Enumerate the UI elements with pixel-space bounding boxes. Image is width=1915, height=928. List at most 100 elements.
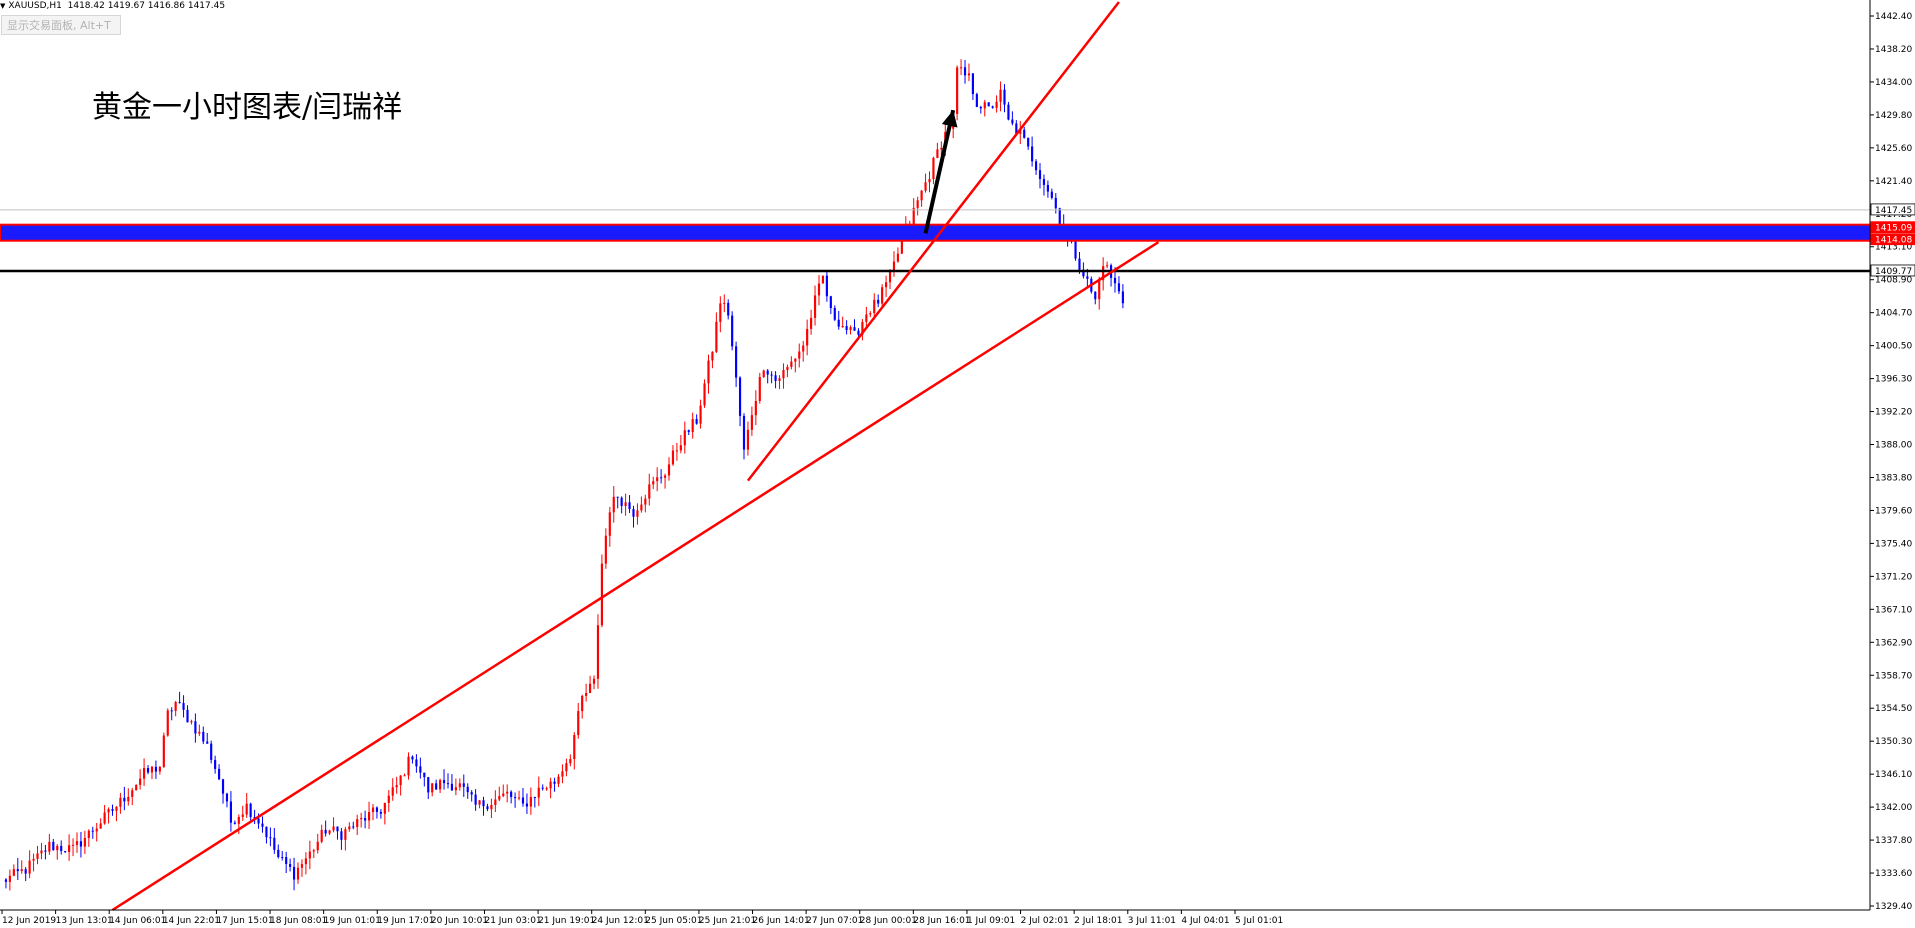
candle-body xyxy=(881,287,884,304)
candle-body xyxy=(249,803,252,818)
candle-body xyxy=(502,793,505,797)
time-tick-label: 24 Jun 12:01 xyxy=(592,916,649,926)
candle-body xyxy=(640,504,643,511)
candle-body xyxy=(75,841,79,845)
candle-body xyxy=(936,149,939,158)
candle-body xyxy=(83,838,86,847)
price-tick-label: 1367.10 xyxy=(1875,605,1912,615)
candle-body xyxy=(798,351,801,359)
candle-body xyxy=(719,303,722,322)
candle-body xyxy=(987,102,990,107)
candle-body xyxy=(632,509,635,517)
candle-body xyxy=(454,787,457,791)
candle-body xyxy=(802,345,805,352)
candle-body xyxy=(758,377,761,401)
price-tick-label: 1333.60 xyxy=(1875,869,1912,879)
candle-body xyxy=(529,797,532,807)
candle-body xyxy=(170,710,173,712)
candle-body xyxy=(1121,291,1124,304)
candle-body xyxy=(107,809,110,813)
candle-body xyxy=(924,182,927,191)
candle-body xyxy=(533,797,536,799)
candle-body xyxy=(71,844,75,846)
dropdown-triangle-icon[interactable]: ▼ xyxy=(0,2,6,10)
candle-body xyxy=(857,330,860,335)
candle-body xyxy=(636,510,639,517)
trade-panel-hint[interactable]: 显示交易面板, Alt+T xyxy=(1,15,121,35)
trendlines-layer xyxy=(111,1,1160,912)
candle-body xyxy=(849,327,852,331)
price-tick-label: 1379.60 xyxy=(1875,506,1912,516)
candle-body xyxy=(198,731,201,734)
candle-body xyxy=(877,299,880,304)
candle-body xyxy=(762,370,765,378)
candle-body xyxy=(1106,265,1109,267)
candle-body xyxy=(470,792,473,795)
candle-body xyxy=(845,326,848,331)
candle-body xyxy=(16,869,19,872)
candle-body xyxy=(975,94,978,107)
candle-body xyxy=(585,692,588,696)
candle-body xyxy=(1082,269,1085,277)
candle-body xyxy=(383,802,386,814)
candle-body xyxy=(146,768,150,773)
candle-body xyxy=(245,803,248,815)
candle-body xyxy=(166,710,169,736)
candle-body xyxy=(99,823,102,829)
candle-body xyxy=(1034,161,1038,171)
candle-body xyxy=(431,783,434,793)
candle-body xyxy=(786,366,789,370)
candle-body xyxy=(32,858,35,861)
candle-body xyxy=(983,102,986,109)
candle-body xyxy=(60,845,63,851)
price-label-text: 1417.45 xyxy=(1875,206,1912,216)
candle-body xyxy=(806,328,809,346)
candle-body xyxy=(928,179,931,183)
candle-body xyxy=(221,779,225,794)
candle-body xyxy=(565,763,568,772)
candle-body xyxy=(774,375,777,381)
candle-body xyxy=(821,275,825,284)
candle-body xyxy=(36,853,39,859)
candle-body xyxy=(289,864,292,867)
candle-body xyxy=(142,768,146,779)
candle-body xyxy=(44,850,47,852)
candle-body xyxy=(292,866,296,880)
candle-body xyxy=(782,369,785,379)
candle-body xyxy=(162,735,165,767)
time-tick-label: 21 Jun 03:01 xyxy=(484,916,541,926)
candle-body xyxy=(1042,179,1046,185)
candle-body xyxy=(1011,119,1014,124)
candle-body xyxy=(1058,208,1061,225)
candle-body xyxy=(715,321,718,352)
candle-body xyxy=(360,818,363,820)
candle-body xyxy=(537,787,540,798)
price-tick-label: 1400.50 xyxy=(1875,342,1912,352)
candle-body xyxy=(277,849,280,858)
candle-body xyxy=(1086,276,1089,279)
price-label-box xyxy=(1870,264,1915,277)
candle-body xyxy=(596,625,600,679)
price-tick-label: 1425.60 xyxy=(1875,144,1912,154)
candle-body xyxy=(186,709,189,723)
candle-body xyxy=(510,791,513,798)
candle-body xyxy=(735,346,738,378)
price-label-text: 1414.08 xyxy=(1875,236,1912,246)
price-axis: 1442.40 1438.20 1434.00 1429.80 1425.60 1421.… xyxy=(1869,0,1912,912)
candle-body xyxy=(892,261,896,271)
candle-body xyxy=(912,207,915,224)
candle-body xyxy=(545,788,548,790)
candle-body xyxy=(202,731,205,742)
price-tick-label: 1404.70 xyxy=(1875,309,1912,319)
candle-body xyxy=(608,512,611,536)
candle-body xyxy=(940,147,943,150)
chart-annotation: 黄金一小时图表/闫瑞祥 xyxy=(92,90,403,125)
candle-body xyxy=(1102,266,1105,281)
candle-body xyxy=(616,496,619,498)
price-tick-label: 1434.00 xyxy=(1875,78,1912,88)
price-tick-label: 1388.00 xyxy=(1875,441,1912,451)
candle-body xyxy=(1038,170,1042,180)
candle-body xyxy=(833,307,836,320)
candle-body xyxy=(825,275,828,297)
candle-body xyxy=(182,703,185,710)
